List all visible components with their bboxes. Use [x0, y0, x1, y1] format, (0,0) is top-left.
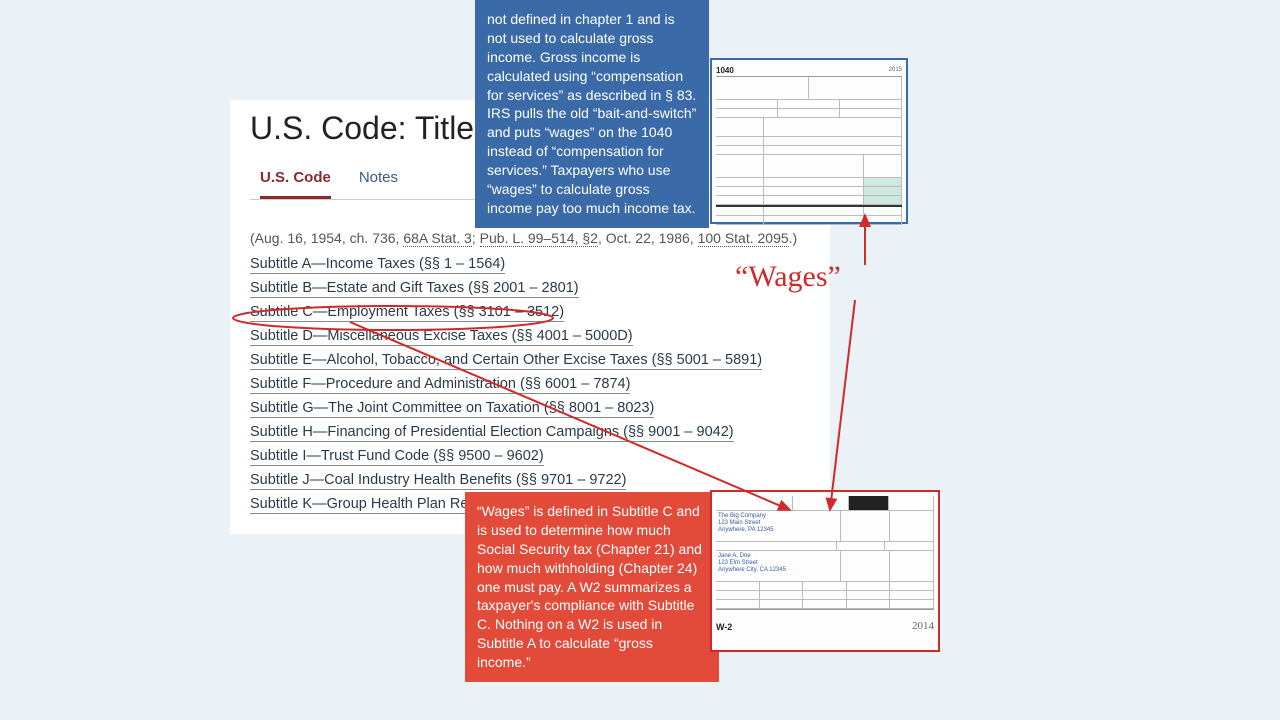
line-wages-to-w2: [830, 300, 855, 510]
form-w2-body: The Big Company 123 Main Street Anywhere…: [712, 492, 938, 650]
citation-link-stat1[interactable]: 68A Stat. 3: [403, 230, 472, 247]
form-w2-label: W-2: [716, 622, 732, 632]
citation-link-publ[interactable]: Pub. L. 99–514, §2: [480, 230, 598, 247]
wages-annotation: “Wages”: [735, 260, 841, 294]
stage: U.S. Code: Title 26 U.S. Code Notes (Aug…: [0, 0, 1280, 720]
citation-link-stat2[interactable]: 100 Stat. 2095: [698, 230, 789, 247]
w2-employee-3: Anywhere City, CA 12345: [718, 567, 838, 574]
citation-text3: , Oct. 22, 1986,: [598, 230, 698, 246]
citation-text4: .): [789, 230, 798, 246]
subtitle-link-0[interactable]: Subtitle A—Income Taxes (§§ 1 – 1564): [250, 256, 505, 274]
callout-blue: not defined in chapter 1 and is not used…: [475, 0, 709, 228]
w2-employer-2: 123 Main Street: [718, 520, 838, 527]
w2-employer-1: The Big Company: [718, 513, 838, 520]
w2-employer-3: Anywhere, PA 12345: [718, 527, 838, 534]
form-1040-label: 1040: [716, 66, 734, 75]
subtitle-list: Subtitle A—Income Taxes (§§ 1 – 1564) Sub…: [250, 250, 810, 514]
subtitle-link-9[interactable]: Subtitle J—Coal Industry Health Benefits…: [250, 472, 626, 490]
subtitle-link-1[interactable]: Subtitle B—Estate and Gift Taxes (§§ 200…: [250, 280, 579, 298]
subtitle-link-8[interactable]: Subtitle I—Trust Fund Code (§§ 9500 – 96…: [250, 448, 544, 466]
form-1040-image: 1040 2015: [710, 58, 908, 224]
citation-text2: ;: [472, 230, 480, 246]
tab-uscode[interactable]: U.S. Code: [260, 161, 331, 199]
form-1040-year: 2015: [889, 67, 902, 73]
tab-notes[interactable]: Notes: [359, 161, 398, 199]
citation-line: (Aug. 16, 1954, ch. 736, 68A Stat. 3; Pu…: [250, 230, 810, 246]
subtitle-link-5[interactable]: Subtitle F—Procedure and Administration …: [250, 376, 630, 394]
w2-employee-1: Jane A. Doe: [718, 553, 838, 560]
subtitle-link-3[interactable]: Subtitle D—Miscellaneous Excise Taxes (§…: [250, 328, 633, 346]
callout-red: “Wages” is defined in Subtitle C and is …: [465, 492, 719, 682]
w2-employee-2: 123 Elm Street: [718, 560, 838, 567]
form-w2-year: 2014: [912, 620, 934, 632]
subtitle-link-7[interactable]: Subtitle H—Financing of Presidential Ele…: [250, 424, 734, 442]
subtitle-link-4[interactable]: Subtitle E—Alcohol, Tobacco, and Certain…: [250, 352, 762, 370]
form-w2-image: The Big Company 123 Main Street Anywhere…: [710, 490, 940, 652]
citation-text: (Aug. 16, 1954, ch. 736,: [250, 230, 403, 246]
subtitle-link-6[interactable]: Subtitle G—The Joint Committee on Taxati…: [250, 400, 654, 418]
subtitle-link-2[interactable]: Subtitle C—Employment Taxes (§§ 3101 – 3…: [250, 304, 564, 322]
form-1040-body: 1040 2015: [712, 60, 906, 222]
